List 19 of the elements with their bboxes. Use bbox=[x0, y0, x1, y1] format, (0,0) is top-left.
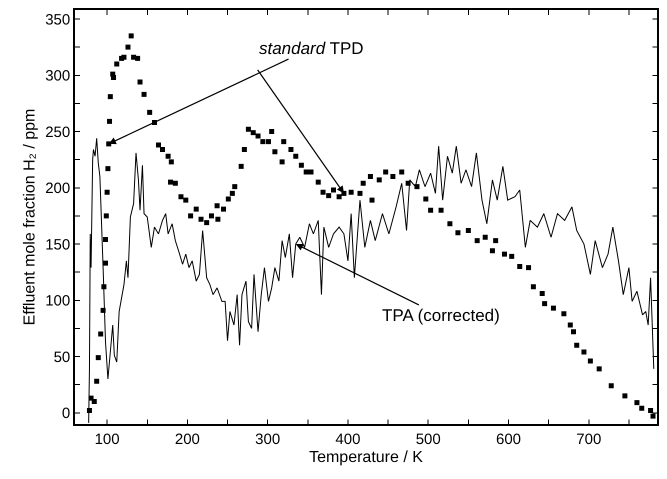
y-tick-label: 200 bbox=[45, 180, 70, 197]
x-tick-label: 600 bbox=[496, 430, 522, 448]
y-tick-label: 350 bbox=[45, 11, 70, 28]
x-tick-label: 200 bbox=[174, 430, 200, 448]
x-axis-title: Temperature / K bbox=[309, 448, 424, 466]
y-tick-label: 0 bbox=[62, 405, 70, 422]
annotation: standard TPD bbox=[259, 39, 364, 58]
y-tick-label: 300 bbox=[45, 68, 70, 84]
x-tick-label: 500 bbox=[416, 430, 441, 448]
annotation: TPA (corrected) bbox=[382, 306, 500, 325]
y-tick-label: 150 bbox=[45, 236, 70, 254]
y-tick-label: 50 bbox=[54, 348, 70, 366]
x-tick-label: 700 bbox=[576, 430, 602, 448]
y-axis-title: Effluent mole fraction H₂ / ppm bbox=[22, 108, 39, 326]
x-tick-label: 400 bbox=[335, 430, 360, 448]
x-tick-label: 300 bbox=[255, 430, 280, 448]
x-tick-label: 100 bbox=[94, 430, 120, 448]
y-tick-label: 100 bbox=[45, 292, 70, 310]
y-tick-label: 250 bbox=[45, 124, 70, 141]
